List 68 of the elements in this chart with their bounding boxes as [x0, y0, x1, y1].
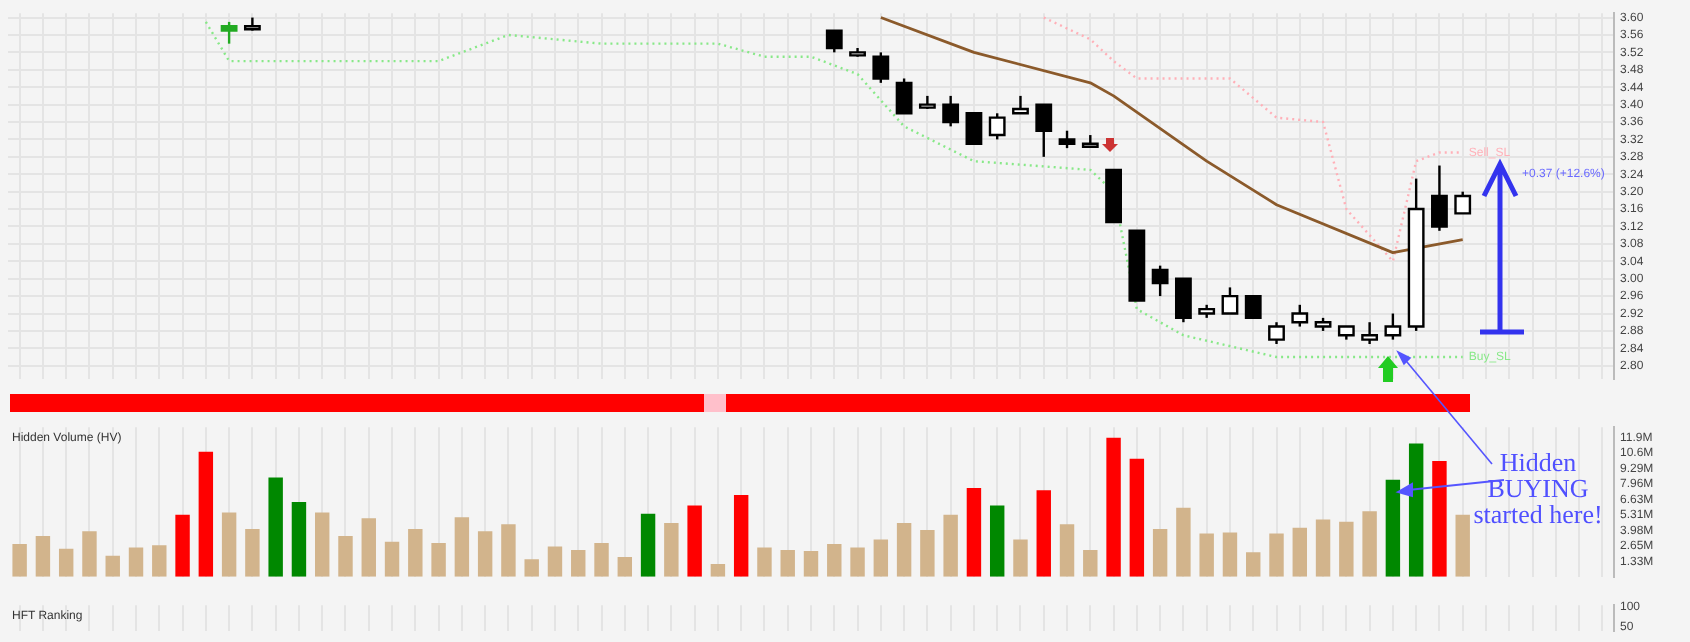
bar	[1083, 549, 1098, 577]
bar	[850, 547, 865, 577]
bar	[1315, 519, 1331, 577]
bar	[198, 451, 214, 577]
bar	[477, 531, 493, 577]
bar	[501, 524, 516, 577]
bar	[1152, 528, 1168, 577]
bar	[408, 528, 423, 577]
bar	[803, 551, 819, 577]
bar	[571, 549, 586, 577]
bar	[431, 542, 446, 577]
bar	[1059, 524, 1075, 577]
bar	[664, 523, 679, 577]
bar	[152, 545, 167, 577]
bar	[268, 477, 283, 577]
bar	[966, 487, 982, 577]
annotation: Hidden BUYING started here!	[1473, 447, 1603, 530]
bar	[524, 559, 539, 577]
bar	[1362, 511, 1377, 577]
line-series	[1042, 16, 1464, 263]
bar	[1246, 552, 1261, 577]
bar	[1455, 514, 1470, 577]
bar	[12, 544, 27, 577]
bar	[1106, 437, 1121, 577]
bar	[827, 544, 842, 577]
bar	[733, 494, 749, 577]
bar	[873, 539, 889, 577]
bar	[617, 556, 633, 577]
bar	[1269, 533, 1284, 577]
bar	[1199, 533, 1214, 577]
bar	[710, 563, 726, 577]
bar	[1432, 461, 1447, 577]
bar	[780, 549, 795, 577]
bar	[1385, 479, 1401, 577]
bar	[547, 546, 563, 577]
bar	[896, 523, 912, 577]
bar	[989, 505, 1005, 577]
line-series	[204, 20, 1464, 359]
bar	[105, 555, 120, 577]
bar	[1129, 458, 1145, 577]
bar	[1408, 443, 1424, 577]
bar	[1292, 527, 1307, 577]
bar	[920, 530, 935, 577]
bar	[1222, 532, 1238, 577]
bar	[454, 517, 470, 577]
bar	[757, 547, 772, 577]
bar	[594, 542, 609, 577]
bar	[315, 512, 330, 577]
bar	[221, 512, 237, 577]
bar	[1036, 490, 1051, 577]
bar	[245, 528, 260, 577]
bar	[82, 531, 97, 577]
bar	[128, 547, 144, 577]
bar	[35, 535, 51, 577]
bar	[175, 514, 190, 577]
bar	[687, 505, 702, 577]
bar	[58, 548, 74, 577]
bar	[361, 518, 376, 577]
bar	[943, 514, 958, 577]
bar	[640, 513, 656, 577]
bar	[384, 541, 400, 577]
candlestick	[1244, 294, 1262, 320]
bar	[338, 535, 353, 577]
bar	[291, 502, 307, 577]
bar	[1176, 507, 1191, 577]
bar	[1013, 539, 1028, 577]
candlestick	[965, 112, 983, 145]
bar	[1339, 521, 1354, 577]
